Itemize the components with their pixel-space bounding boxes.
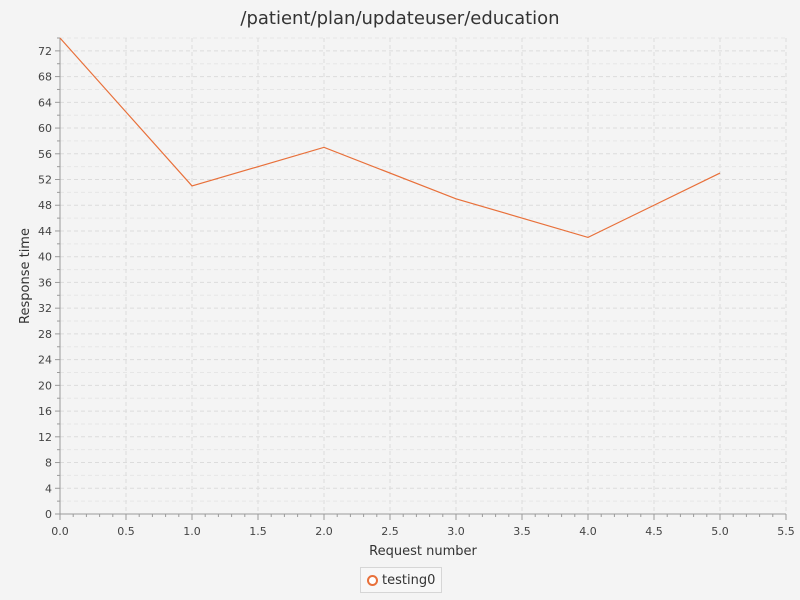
y-tick-label: 44: [38, 225, 52, 238]
y-tick-label: 28: [38, 328, 52, 341]
y-axis-title: Response time: [18, 228, 33, 324]
y-tick-label: 32: [38, 302, 52, 315]
chart-title: /patient/plan/updateuser/education: [240, 8, 559, 29]
y-tick-label: 20: [38, 379, 52, 392]
y-tick-label: 0: [45, 508, 52, 521]
y-tick-label: 68: [38, 71, 52, 84]
y-tick-label: 24: [38, 354, 52, 367]
x-tick-label: 4.5: [645, 525, 663, 538]
y-tick-label: 36: [38, 276, 52, 289]
legend-series-label: testing0: [382, 572, 436, 588]
x-tick-label: 1.0: [183, 525, 201, 538]
x-tick-label: 3.5: [513, 525, 531, 538]
y-tick-label: 72: [38, 45, 52, 58]
y-tick-label: 4: [45, 482, 52, 495]
x-tick-label: 2.5: [381, 525, 399, 538]
x-axis-title: Request number: [369, 544, 477, 559]
y-tick-label: 8: [45, 457, 52, 470]
x-tick-label: 0.5: [117, 525, 135, 538]
x-tick-label: 0.0: [51, 525, 69, 538]
x-tick-label: 5.0: [711, 525, 729, 538]
x-tick-label: 5.5: [777, 525, 795, 538]
series-line: [59, 37, 721, 239]
grid: [59, 37, 787, 515]
x-tick-label: 3.0: [447, 525, 465, 538]
y-tick-label: 64: [38, 96, 52, 109]
y-tick-label: 16: [38, 405, 52, 418]
y-tick-label: 56: [38, 148, 52, 161]
x-tick-label: 2.0: [315, 525, 333, 538]
plot-area: [60, 38, 786, 514]
y-tick-label: 60: [38, 122, 52, 135]
x-tick-label: 4.0: [579, 525, 597, 538]
y-tick-label: 48: [38, 199, 52, 212]
y-tick-label: 12: [38, 431, 52, 444]
x-tick-label: 1.5: [249, 525, 267, 538]
series-layer: [59, 37, 721, 239]
y-tick-label: 52: [38, 174, 52, 187]
y-tick-label: 40: [38, 251, 52, 264]
legend-series-marker: [367, 574, 378, 586]
legend: testing0: [360, 567, 443, 593]
